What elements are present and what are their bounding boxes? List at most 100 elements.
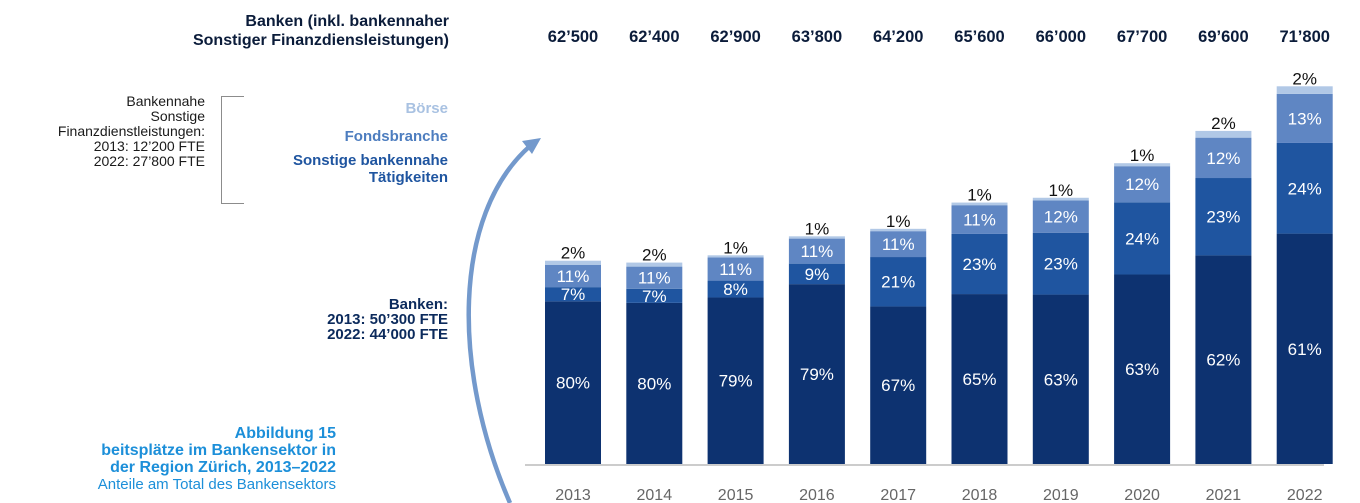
bar-segment-fonds-2016: [788, 238, 845, 264]
figure-title-line2: der Region Zürich, 2013–2022: [110, 459, 336, 476]
data-label-banken-2015: 79%: [719, 372, 753, 391]
data-label-boerse-2022: 2%: [1292, 69, 1317, 88]
x-tick-label-2013: 2013: [555, 487, 591, 503]
legend-banken: Banken: 2013: 50’300 FTE 2022: 44’000 FT…: [327, 297, 448, 342]
data-label-fonds-2017: 11%: [882, 235, 915, 254]
x-tick-label-2017: 2017: [880, 487, 916, 503]
data-label-boerse-2020: 1%: [1130, 146, 1155, 165]
bar-segment-sonstige-2020: [1114, 202, 1171, 275]
data-label-sonstige-2014: 7%: [642, 287, 667, 306]
x-tick-label-2020: 2020: [1124, 487, 1160, 503]
legend-banken-line2: 2013: 50’300 FTE: [327, 311, 448, 328]
data-label-boerse-2015: 1%: [723, 238, 748, 257]
data-label-banken-2022: 61%: [1288, 340, 1322, 359]
legend-boerse: Börse: [405, 100, 448, 117]
bracket-note: Bankennahe Sonstige Finanzdienstleistung…: [58, 94, 205, 169]
data-label-sonstige-2018: 23%: [962, 255, 996, 274]
arrow-curve: [466, 144, 532, 503]
data-label-fonds-2014: 11%: [638, 269, 671, 288]
data-label-boerse-2019: 1%: [1049, 181, 1074, 200]
bar-segment-sonstige-2022: [1276, 142, 1333, 234]
data-label-banken-2020: 63%: [1125, 360, 1159, 379]
bar-segment-fonds-2014: [626, 266, 683, 289]
bar-segment-fonds-2015: [707, 257, 764, 281]
bar-segment-banken-2018: [951, 294, 1008, 464]
data-label-sonstige-2015: 8%: [723, 280, 748, 299]
total-label-2021: 69’600: [1198, 28, 1248, 46]
chart-title: Banken (inkl. bankennaher Sonstiger Fina…: [193, 12, 449, 50]
bar-segment-banken-2016: [788, 284, 845, 464]
bar-2015: 79% 8%11% 1%: [707, 238, 764, 464]
bar-segment-fonds-2013: [545, 264, 601, 288]
data-label-fonds-2020: 12%: [1125, 175, 1159, 194]
bar-2013: 80% 7%11% 2%: [545, 244, 601, 464]
bar-segment-boerse-2021: [1195, 130, 1252, 138]
total-label-2018: 65’600: [954, 28, 1004, 46]
arrow-pointer: [466, 138, 541, 503]
bar-segment-banken-2022: [1276, 233, 1333, 464]
bar-2021: 62% 23% 12% 2%: [1195, 114, 1252, 464]
bar-segment-fonds-2017: [870, 231, 927, 258]
data-label-fonds-2013: 11%: [557, 267, 590, 286]
bar-segment-sonstige-2019: [1032, 232, 1089, 295]
data-label-fonds-2018: 11%: [963, 211, 996, 230]
bar-2014: 80% 7%11% 2%: [626, 246, 683, 464]
bar-segment-sonstige-2021: [1195, 178, 1252, 256]
x-tick-label-2018: 2018: [962, 487, 998, 503]
bar-segment-banken-2020: [1114, 274, 1171, 464]
data-label-banken-2017: 67%: [881, 376, 915, 395]
chart-title-line2: Sonstiger Finanzdiensleistungen): [192, 32, 449, 49]
bar-segment-sonstige-2017: [870, 257, 927, 307]
bracket-note-line4: 2013: 12’200 FTE: [93, 138, 205, 154]
bar-segment-banken-2015: [707, 297, 764, 464]
total-label-2017: 64’200: [873, 28, 923, 46]
chart-title-line1: Banken (inkl. bankennaher: [245, 13, 449, 30]
data-label-boerse-2018: 1%: [967, 186, 992, 205]
bar-segment-boerse-2022: [1276, 86, 1333, 94]
legend-fondsbranche: Fondsbranche: [344, 128, 448, 145]
data-label-boerse-2014: 2%: [642, 246, 667, 265]
bar-segment-boerse-2014: [626, 262, 683, 267]
data-label-sonstige-2017: 21%: [881, 273, 915, 292]
bar-2016: 79% 9% 11% 1%: [788, 219, 845, 464]
bar-segment-boerse-2019: [1032, 197, 1089, 201]
data-label-boerse-2013: 2%: [561, 244, 586, 263]
figure-caption: Abbildung 15 beitsplätze im Bankensektor…: [98, 425, 336, 493]
bar-segment-banken-2019: [1032, 294, 1089, 464]
bar-segment-banken-2021: [1195, 255, 1252, 464]
bar-segment-boerse-2013: [545, 260, 601, 265]
bar-segment-sonstige-2014: [626, 288, 683, 303]
x-tick-label-2014: 2014: [637, 487, 673, 503]
bar-segment-sonstige-2016: [788, 263, 845, 285]
bar-segment-sonstige-2015: [707, 280, 764, 298]
arrow-head: [522, 138, 541, 154]
bar-segment-fonds-2020: [1114, 166, 1171, 203]
data-label-banken-2016: 79%: [800, 365, 834, 384]
bar-2019: 63% 23% 12% 1%: [1032, 181, 1089, 464]
bar-segment-banken-2014: [626, 302, 683, 464]
figure-number: Abbildung 15: [234, 425, 336, 442]
data-label-banken-2014: 80%: [637, 374, 671, 393]
bar-segment-fonds-2018: [951, 205, 1008, 234]
legend-sonstige-line2: Tätigkeiten: [368, 169, 448, 186]
figure-subtitle: Anteile am Total des Bankensektors: [97, 476, 336, 493]
legend-sonstige: Sonstige bankennahe Tätigkeiten: [293, 152, 448, 186]
data-label-banken-2021: 62%: [1206, 351, 1240, 370]
data-label-banken-2019: 63%: [1044, 370, 1078, 389]
data-label-fonds-2015: 11%: [719, 260, 752, 279]
data-label-fonds-2021: 12%: [1206, 149, 1240, 168]
bar-segment-fonds-2019: [1032, 200, 1089, 233]
bar-segment-sonstige-2018: [951, 233, 1008, 295]
bar-segment-boerse-2015: [707, 255, 764, 258]
data-label-sonstige-2020: 24%: [1125, 229, 1159, 248]
data-label-fonds-2016: 11%: [801, 242, 834, 261]
bracket-note-line5: 2022: 27’800 FTE: [93, 153, 205, 169]
data-label-boerse-2021: 2%: [1211, 114, 1236, 133]
total-label-2019: 66’000: [1036, 28, 1086, 46]
bar-2017: 67% 21% 11% 1%: [870, 212, 927, 464]
figure-title-line1: beitsplätze im Bankensektor in: [101, 442, 336, 459]
data-label-banken-2013: 80%: [556, 374, 590, 393]
total-label-2020: 67’700: [1117, 28, 1167, 46]
x-tick-label-2016: 2016: [799, 487, 835, 503]
total-label-2022: 71’800: [1279, 28, 1329, 46]
